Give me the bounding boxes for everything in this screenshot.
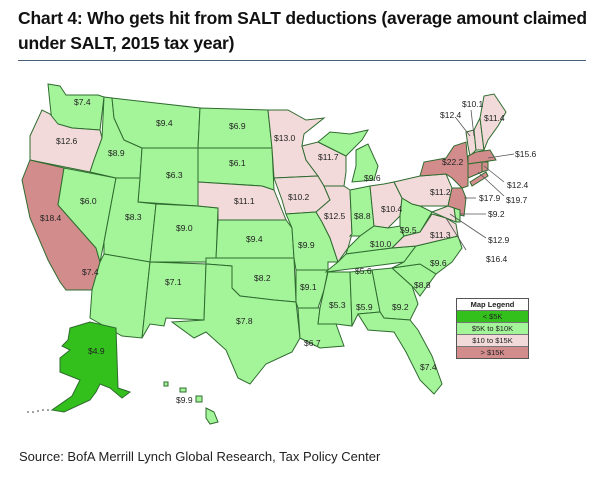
label-nj: $17.9: [479, 193, 501, 203]
label-vt: $10.1: [462, 99, 484, 109]
label-or: $12.6: [56, 136, 78, 146]
state-ak: [50, 321, 132, 413]
label-al: $5.9: [356, 302, 373, 312]
label-me: $11.4: [484, 113, 505, 123]
label-ut: $8.3: [125, 212, 142, 222]
label-ms: $5.3: [329, 300, 346, 310]
leader-lines: [445, 109, 515, 251]
label-ct: $19.7: [506, 195, 528, 205]
title-divider: [18, 60, 586, 61]
label-in: $8.8: [354, 211, 371, 221]
chart-title: Chart 4: Who gets hit from SALT deductio…: [18, 8, 587, 53]
label-id: $8.9: [108, 148, 125, 158]
state-mi-lp: [351, 143, 379, 183]
state-wy: [137, 147, 199, 207]
legend-item-10k-15k: $10 to $15K: [457, 334, 528, 346]
label-tn: $5.6: [355, 266, 372, 276]
state-hi-big: [205, 407, 219, 425]
label-ny: $22.2: [442, 157, 464, 167]
label-sc: $8.8: [414, 280, 431, 290]
label-ma: $15.6: [515, 149, 537, 159]
label-ar: $9.1: [300, 282, 317, 292]
state-md: [430, 205, 457, 223]
source-note: Source: BofA Merrill Lynch Global Resear…: [19, 449, 381, 464]
label-nd: $6.9: [229, 121, 246, 131]
label-de: $9.2: [488, 209, 505, 219]
label-tx: $7.8: [236, 316, 253, 326]
label-ca: $18.4: [40, 213, 62, 223]
label-wi: $11.7: [318, 152, 339, 162]
aleutian-dots: [27, 409, 49, 413]
label-mo: $9.9: [298, 240, 315, 250]
state-ms: [317, 271, 353, 327]
label-ks: $9.4: [246, 234, 263, 244]
label-ga: $9.2: [392, 302, 409, 312]
state-or: [29, 109, 103, 173]
state-ny-li: [469, 171, 489, 187]
label-mt: $9.4: [156, 118, 173, 128]
label-oh: $10.4: [381, 204, 403, 214]
state-tx: [170, 263, 301, 385]
label-wv: $9.5: [400, 225, 417, 235]
label-ok: $8.2: [254, 273, 271, 283]
label-nm: $7.1: [165, 277, 182, 287]
label-az: $7.4: [82, 267, 99, 277]
label-md: $12.9: [488, 235, 510, 245]
label-hi: $9.9: [176, 395, 193, 405]
label-ri: $12.4: [507, 180, 529, 190]
label-mi: $9.6: [364, 173, 381, 183]
label-la: $6.7: [304, 338, 321, 348]
label-ak: $4.9: [88, 346, 105, 356]
label-co: $9.0: [176, 223, 193, 233]
state-hi-oahu: [179, 387, 187, 393]
label-sd: $6.1: [229, 158, 246, 168]
legend-title: Map Legend: [457, 299, 528, 310]
state-hi-maui: [195, 395, 203, 403]
label-pa: $11.2: [430, 187, 451, 197]
label-il: $12.5: [324, 211, 346, 221]
us-choropleth-map: $7.4 $12.6 $18.4 $6.0 $8.9 $9.4 $6.3 $8.…: [21, 83, 537, 425]
label-nv: $6.0: [80, 196, 97, 206]
state-mi-up: [317, 129, 370, 157]
label-ky: $10.0: [370, 239, 392, 249]
label-nh: $12.4: [440, 110, 462, 120]
label-fl: $7.4: [420, 362, 437, 372]
label-nc: $9.6: [430, 258, 447, 268]
state-me: [479, 93, 507, 151]
label-ia: $10.2: [288, 192, 310, 202]
label-wy: $6.3: [166, 170, 183, 180]
legend-item-5k-10k: $5K to $10K: [457, 322, 528, 334]
map-legend: Map Legend < $5K $5K to $10K $10 to $15K…: [456, 298, 529, 359]
label-va: $11.3: [430, 230, 451, 240]
label-dc: $16.4: [486, 254, 508, 264]
state-co: [149, 203, 219, 263]
legend-item-over-15k: > $15K: [457, 346, 528, 358]
state-fl: [357, 311, 443, 395]
state-hi-kauai: [163, 381, 169, 387]
label-ne: $11.1: [234, 196, 255, 206]
label-wa: $7.4: [74, 97, 91, 107]
label-mn: $13.0: [274, 133, 296, 143]
legend-item-under-5k: < $5K: [457, 310, 528, 322]
